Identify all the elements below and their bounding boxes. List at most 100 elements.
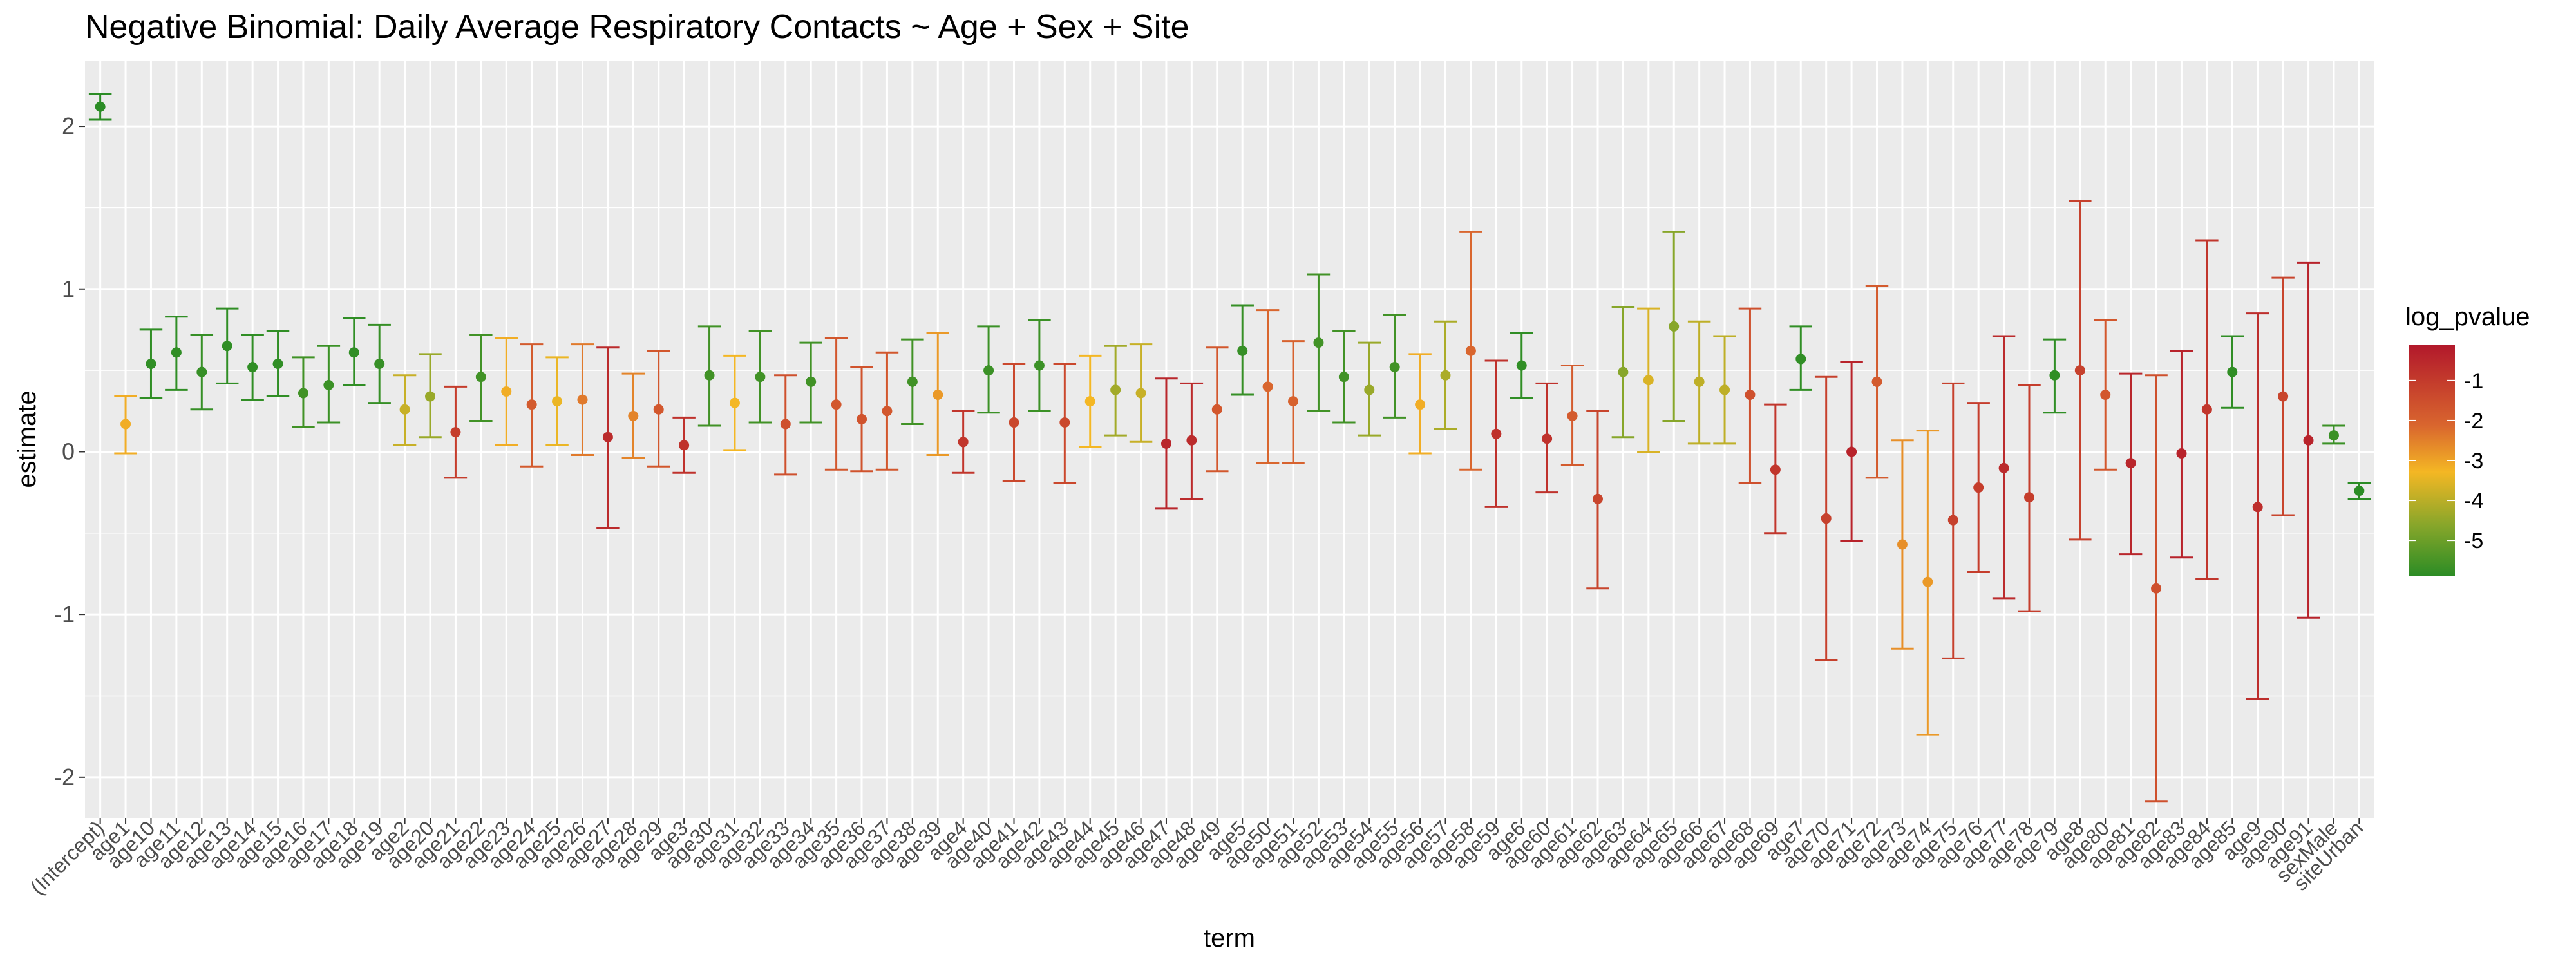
data-point (1313, 337, 1324, 348)
data-point (1694, 376, 1705, 387)
data-point (2125, 458, 2136, 469)
data-point (1338, 372, 1349, 383)
data-point (1745, 390, 1756, 401)
data-point (2023, 492, 2034, 503)
data-point (475, 372, 486, 383)
data-point (298, 388, 308, 399)
data-point (653, 404, 664, 415)
data-point (1542, 433, 1553, 444)
y-tick-label: 2 (62, 113, 75, 139)
data-point (1135, 388, 1146, 399)
data-point (755, 372, 766, 383)
data-point (958, 437, 969, 448)
y-tick-label: -2 (54, 764, 75, 790)
data-point (882, 406, 893, 417)
data-point (2227, 366, 2238, 377)
legend-tick-label: -5 (2464, 529, 2483, 553)
data-point (983, 365, 994, 376)
data-point (1160, 438, 1171, 449)
data-point (1998, 462, 2009, 473)
data-point (1237, 345, 1248, 356)
y-axis-title: estimate (13, 390, 41, 488)
data-point (526, 399, 537, 410)
data-point (272, 359, 283, 369)
data-point (120, 419, 131, 430)
data-point (628, 410, 639, 421)
data-point (1947, 515, 1958, 526)
data-point (1034, 360, 1045, 371)
data-point (171, 347, 182, 358)
data-point (1922, 576, 1933, 587)
data-point (2176, 448, 2187, 459)
data-points (95, 101, 2365, 594)
data-point (602, 431, 613, 442)
data-point (1567, 410, 1578, 421)
data-point (679, 440, 690, 451)
data-point (1516, 360, 1527, 371)
data-point (857, 413, 867, 424)
data-point (196, 366, 207, 377)
data-point (1973, 482, 1984, 493)
legend-tick-label: -2 (2464, 409, 2483, 433)
data-point (780, 419, 791, 430)
data-point (552, 396, 563, 407)
data-point (450, 427, 461, 438)
data-point (425, 391, 436, 402)
data-point (2252, 502, 2263, 513)
data-point (2049, 370, 2060, 381)
data-point (2151, 583, 2162, 594)
data-point (1618, 366, 1629, 377)
data-point (1415, 399, 1426, 410)
y-tick-label: 0 (62, 438, 75, 464)
plot-panel (85, 61, 2374, 818)
data-point (323, 379, 334, 390)
legend-tick-label: -3 (2464, 449, 2483, 473)
data-point (1211, 404, 1222, 415)
data-point (1795, 354, 1806, 365)
data-point (831, 399, 842, 410)
data-point (1871, 376, 1882, 387)
x-axis-title: term (1204, 924, 1255, 952)
data-point (2328, 430, 2339, 441)
data-point (374, 359, 385, 369)
legend-title: log_pvalue (2405, 303, 2530, 331)
data-point (1897, 539, 1908, 550)
data-point (1846, 446, 1857, 457)
data-point (2074, 365, 2085, 376)
data-point (348, 347, 359, 358)
data-point (2354, 486, 2365, 497)
data-point (729, 397, 740, 408)
y-tick-label: -1 (54, 601, 75, 627)
data-point (933, 390, 943, 401)
y-axis-ticks: -2 -1 0 1 2 (54, 113, 85, 790)
data-point (704, 370, 715, 381)
data-point (907, 376, 918, 387)
data-point (1288, 396, 1299, 407)
data-point (2303, 435, 2314, 446)
data-point (2278, 391, 2289, 402)
data-point (1592, 493, 1603, 504)
x-axis-ticks: (Intercept)age1age10age11age12age13age14… (26, 816, 2367, 899)
data-point (399, 404, 410, 415)
data-point (1465, 345, 1476, 356)
legend: log_pvalue -1 -2 -3 -4 -5 (2405, 303, 2530, 576)
data-point (1491, 428, 1502, 439)
data-point (1669, 321, 1680, 332)
data-point (1059, 417, 1070, 428)
data-point (1364, 384, 1375, 395)
data-point (806, 376, 817, 387)
data-point (577, 394, 588, 405)
legend-tick-label: -4 (2464, 489, 2483, 513)
data-point (1084, 396, 1095, 407)
data-point (95, 101, 106, 112)
legend-ticks: -1 -2 -3 -4 -5 (2409, 369, 2483, 553)
data-point (1262, 381, 1273, 392)
data-point (2100, 390, 2111, 401)
data-point (1821, 513, 1832, 524)
data-point (2201, 404, 2212, 415)
data-point (222, 341, 232, 352)
data-point (1440, 370, 1451, 381)
data-point (247, 362, 258, 373)
data-point (1186, 435, 1197, 446)
